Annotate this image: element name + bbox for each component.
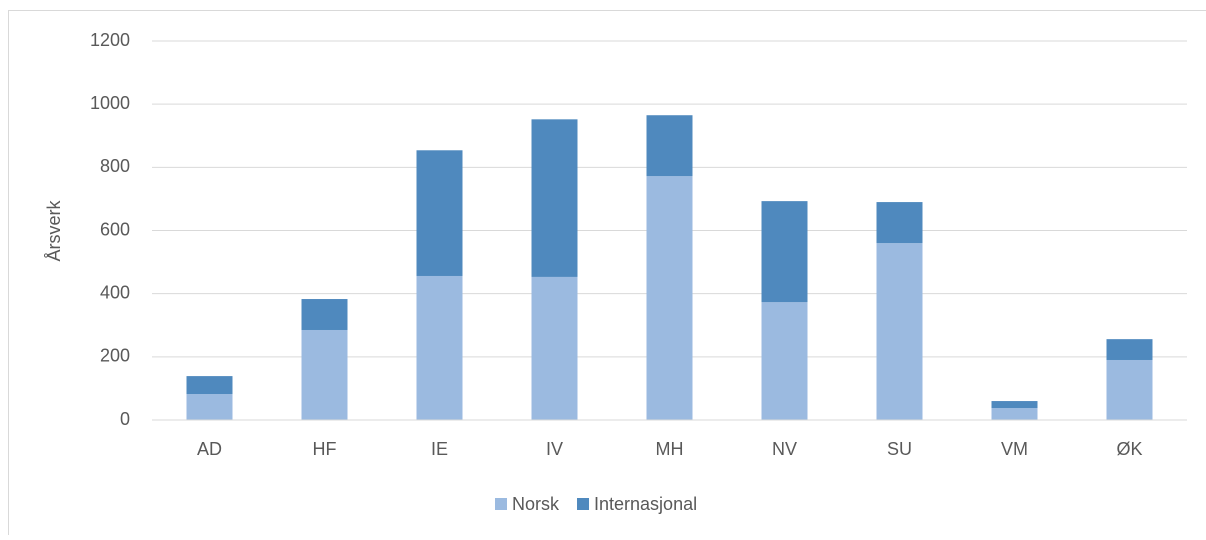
x-tick-label: ØK <box>1116 439 1142 459</box>
x-tick-label: HF <box>313 439 337 459</box>
y-tick-label: 600 <box>100 219 130 239</box>
y-tick-label: 800 <box>100 156 130 176</box>
y-tick-label: 1000 <box>90 93 130 113</box>
x-tick-label: VM <box>1001 439 1028 459</box>
bar-segment <box>532 277 578 420</box>
bar-segment <box>1107 339 1153 360</box>
bar-segment <box>1107 360 1153 420</box>
bar-segment <box>762 302 808 420</box>
bar-segment <box>992 401 1038 408</box>
x-tick-label: NV <box>772 439 797 459</box>
x-tick-label: MH <box>656 439 684 459</box>
bar-segment <box>302 299 348 330</box>
x-tick-label: IV <box>546 439 563 459</box>
bar-segment <box>647 176 693 420</box>
bar-segment <box>302 330 348 420</box>
legend-label: Norsk <box>512 494 560 514</box>
y-tick-label: 0 <box>120 409 130 429</box>
bar-segment <box>762 201 808 302</box>
bar-segment <box>532 119 578 277</box>
y-axis-label: Årsverk <box>44 200 64 262</box>
y-tick-label: 400 <box>100 282 130 302</box>
bar-segment <box>877 202 923 243</box>
bar-segment <box>417 150 463 276</box>
y-tick-label: 1200 <box>90 30 130 50</box>
bar-segment <box>187 376 233 394</box>
bar-segment <box>877 243 923 420</box>
x-tick-label: SU <box>887 439 912 459</box>
legend-label: Internasjonal <box>594 494 697 514</box>
bar-segment <box>417 276 463 420</box>
bar-segment <box>647 115 693 176</box>
x-tick-label: IE <box>431 439 448 459</box>
bar-segment <box>992 408 1038 420</box>
bar-segment <box>187 394 233 420</box>
legend-swatch <box>495 498 507 510</box>
legend-swatch <box>577 498 589 510</box>
x-tick-label: AD <box>197 439 222 459</box>
y-tick-label: 200 <box>100 346 130 366</box>
